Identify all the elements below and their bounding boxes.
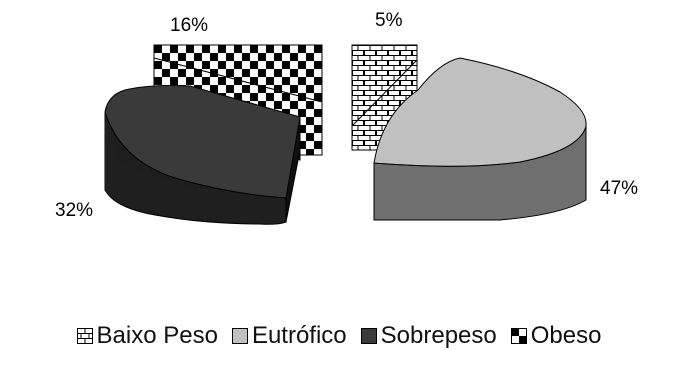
legend-item-sobrepeso: Sobrepeso — [360, 322, 497, 350]
legend-label-eutrofico: Eutrófico — [251, 322, 347, 349]
legend: Baixo Peso Eutrófico Sobrepeso Obeso — [0, 316, 678, 356]
slice-sobrepeso — [104, 85, 301, 225]
pie-chart: 5% 47% 32% 16% — [55, 10, 638, 225]
value-label-obeso: 16% — [170, 15, 208, 36]
legend-swatch-baixo — [76, 328, 93, 344]
legend-item-baixo: Baixo Peso — [76, 322, 218, 350]
legend-item-eutrofico: Eutrófico — [231, 322, 347, 350]
legend-swatch-sobrepeso — [360, 328, 377, 344]
value-label-eutrofico: 47% — [600, 178, 638, 199]
legend-item-obeso: Obeso — [510, 322, 602, 350]
legend-label-sobrepeso: Sobrepeso — [380, 322, 497, 349]
slice-eutrofico — [373, 57, 587, 221]
value-label-baixo: 5% — [375, 10, 403, 31]
slice-value-labels: 5% 47% 32% 16% — [55, 10, 638, 221]
legend-swatch-eutrofico — [231, 328, 248, 344]
legend-swatch-obeso — [510, 328, 527, 344]
legend-label-baixo: Baixo Peso — [96, 322, 218, 349]
legend-label-obeso: Obeso — [530, 322, 602, 349]
value-label-sobrepeso: 32% — [55, 200, 93, 221]
